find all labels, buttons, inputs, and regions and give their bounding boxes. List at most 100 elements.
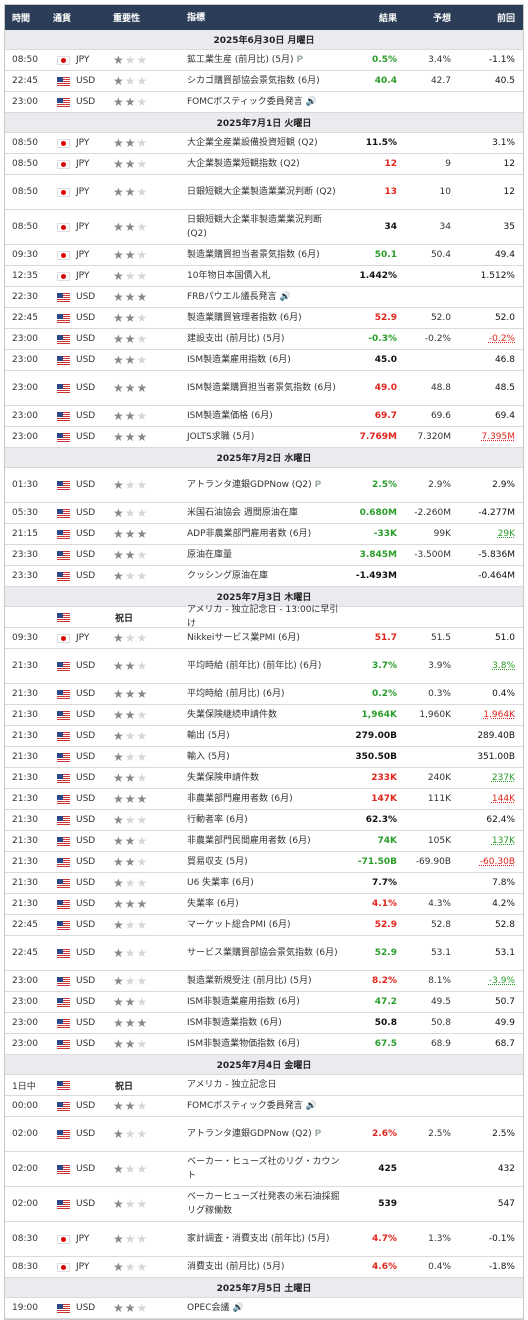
indicator-name[interactable]: 製造業購買管理者指数 (6月) [187,313,302,323]
event-indicator[interactable]: 製造業購買管理者指数 (6月) [183,311,343,325]
indicator-name[interactable]: サービス業購買部協会景気指数 (6月) [187,948,338,958]
event-indicator[interactable]: ISM非製造業指数 (6月) [183,1016,343,1030]
event-indicator[interactable]: 大企業製造業短観指数 (Q2) [183,157,343,171]
event-row[interactable]: 22:45 USD ★ ★ ★ サービス業購買部協会景気指数 (6月) 52.9 53.1 53… [5,936,523,971]
indicator-name[interactable]: 失業保険申請件数 [187,773,260,783]
event-indicator[interactable]: 日銀短観大企業非製造業業況判断 (Q2) [183,213,343,241]
indicator-name[interactable]: U6 失業率 (6月) [187,878,254,888]
indicator-name[interactable]: ベーカー・ヒューズ社のリグ・カウント [187,1157,340,1181]
indicator-name[interactable]: 非農業部門雇用者数 (6月) [187,794,293,804]
event-row[interactable]: 22:45 USD ★ ★ ★ シカゴ購買部協会景気指数 (6月) 40.4 42.7 40.5 [5,71,523,92]
event-row[interactable]: 21:30 USD ★ ★ ★ 輸出 (5月) 279.00B 289.40B [5,726,523,747]
event-row[interactable]: 21:30 USD ★ ★ ★ 非農業部門雇用者数 (6月) 147K 111K 144K [5,789,523,810]
event-indicator[interactable]: 平均時給 (前月比) (6月) [183,687,343,701]
event-row[interactable]: 23:00 USD ★ ★ ★ FOMCボスティック委員発言 🔊 [5,92,523,113]
indicator-name[interactable]: ISM非製造業指数 (6月) [187,1018,282,1028]
header-indicator[interactable]: 指標 [187,12,206,23]
event-indicator[interactable]: 米国石油協会 週間原油在庫 [183,506,343,520]
event-row[interactable]: 08:50 JPY ★ ★ ★ 大企業全産業設備投資短観 (Q2) 11.5% 3.1% [5,133,523,154]
event-row[interactable]: 23:00 USD ★ ★ ★ 建設支出 (前月比) (5月) -0.3% -0.2% -0.2… [5,329,523,350]
event-indicator[interactable]: マーケット総合PMI (6月) [183,918,343,932]
event-indicator[interactable]: 輸入 (5月) [183,750,343,764]
event-indicator[interactable]: 日銀短観大企業製造業業況判断 (Q2) [183,185,343,199]
event-row[interactable]: 1日中 祝日 アメリカ - 独立記念日 [5,1075,523,1096]
indicator-name[interactable]: 大企業製造業短観指数 (Q2) [187,159,300,169]
event-indicator[interactable]: 行動者率 (6月) [183,813,343,827]
indicator-name[interactable]: 日銀短観大企業非製造業業況判断 (Q2) [187,215,323,239]
indicator-name[interactable]: 平均時給 (前年比) (前年比) (6月) [187,661,322,671]
event-row[interactable]: 08:30 JPY ★ ★ ★ 消費支出 (前月比) (5月) 4.6% 0.4% -1.8% [5,1257,523,1278]
event-indicator[interactable]: アメリカ - 独立記念日 - 13:00に早引け [183,603,343,631]
event-indicator[interactable]: U6 失業率 (6月) [183,876,343,890]
indicator-name[interactable]: 非農業部門民間雇用者数 (6月) [187,836,311,846]
event-indicator[interactable]: 失業率 (6月) [183,897,343,911]
event-row[interactable]: 21:30 USD ★ ★ ★ 非農業部門民間雇用者数 (6月) 74K 105K 137K [5,831,523,852]
event-row[interactable]: 祝日 アメリカ - 独立記念日 - 13:00に早引け [5,605,523,629]
indicator-name[interactable]: 家計調査・消費支出 (前年比) (5月) [187,1234,330,1244]
event-indicator[interactable]: 大企業全産業設備投資短観 (Q2) [183,136,343,150]
event-row[interactable]: 23:00 USD ★ ★ ★ 製造業新規受注 (前月比) (5月) 8.2% 8.1% -3.… [5,971,523,992]
event-indicator[interactable]: FOMCボスティック委員発言 🔊 [183,95,343,109]
event-row[interactable]: 05:30 USD ★ ★ ★ 米国石油協会 週間原油在庫 0.680M -2.260M -4.… [5,503,523,524]
event-indicator[interactable]: サービス業購買部協会景気指数 (6月) [183,946,343,960]
event-row[interactable]: 19:00 USD ★ ★ ★ OPEC会議 🔊 [5,1298,523,1319]
header-time[interactable]: 時間 [12,14,31,24]
event-row[interactable]: 22:45 USD ★ ★ ★ 製造業購買管理者指数 (6月) 52.9 52.0 52.0 [5,308,523,329]
indicator-name[interactable]: 米国石油協会 週間原油在庫 [187,508,298,518]
indicator-name[interactable]: 10年物日本国債入札 [187,271,271,281]
event-row[interactable]: 00:00 USD ★ ★ ★ FOMCボスティック委員発言 🔊 [5,1096,523,1117]
event-row[interactable]: 08:50 JPY ★ ★ ★ 日銀短観大企業非製造業業況判断 (Q2) 34 34 35 [5,210,523,245]
event-row[interactable]: 21:30 USD ★ ★ ★ U6 失業率 (6月) 7.7% 7.8% [5,873,523,894]
event-indicator[interactable]: クッシング原油在庫 [183,569,343,583]
indicator-name[interactable]: アトランタ連銀GDPNow (Q2) [187,1129,312,1139]
event-indicator[interactable]: ISM製造業購買担当者景気指数 (6月) [183,381,343,395]
event-indicator[interactable]: ADP非農業部門雇用者数 (6月) [183,527,343,541]
indicator-name[interactable]: クッシング原油在庫 [187,571,269,581]
event-row[interactable]: 09:30 JPY ★ ★ ★ 製造業購買担当者景気指数 (6月) 50.1 50.4 49.4 [5,245,523,266]
indicator-name[interactable]: 失業率 (6月) [187,899,239,909]
event-row[interactable]: 23:00 USD ★ ★ ★ ISM製造業雇用指数 (6月) 45.0 46.8 [5,350,523,371]
header-actual[interactable]: 結果 [378,14,397,24]
indicator-name[interactable]: 大企業全産業設備投資短観 (Q2) [187,138,318,148]
indicator-name[interactable]: アトランタ連銀GDPNow (Q2) [187,480,312,490]
indicator-name[interactable]: 平均時給 (前月比) (6月) [187,689,285,699]
event-row[interactable]: 02:00 USD ★ ★ ★ ベーカー・ヒューズ社のリグ・カウント 425 432 [5,1152,523,1187]
event-indicator[interactable]: 10年物日本国債入札 [183,269,343,283]
indicator-name[interactable]: 建設支出 (前月比) (5月) [187,334,285,344]
indicator-name[interactable]: ADP非農業部門雇用者数 (6月) [187,529,312,539]
event-row[interactable]: 08:50 JPY ★ ★ ★ 日銀短観大企業製造業業況判断 (Q2) 13 10 12 [5,175,523,210]
event-indicator[interactable]: 鉱工業生産 (前月比) (5月) P [183,53,343,67]
event-row[interactable]: 08:50 JPY ★ ★ ★ 大企業製造業短観指数 (Q2) 12 9 12 [5,154,523,175]
event-row[interactable]: 21:30 USD ★ ★ ★ 輸入 (5月) 350.50B 351.00B [5,747,523,768]
indicator-name[interactable]: ベーカーヒューズ社発表の米石油採掘リグ稼働数 [187,1192,340,1216]
event-indicator[interactable]: 失業保険申請件数 [183,771,343,785]
event-row[interactable]: 23:00 USD ★ ★ ★ JOLTS求職 (5月) 7.769M 7.320M 7.395… [5,427,523,448]
event-indicator[interactable]: JOLTS求職 (5月) [183,430,343,444]
indicator-name[interactable]: FOMCボスティック委員発言 [187,97,303,107]
event-indicator[interactable]: 家計調査・消費支出 (前年比) (5月) [183,1232,343,1246]
event-row[interactable]: 23:30 USD ★ ★ ★ 原油在庫量 3.845M -3.500M -5.836M [5,545,523,566]
event-indicator[interactable]: ISM製造業価格 (6月) [183,409,343,423]
event-row[interactable]: 23:00 USD ★ ★ ★ ISM非製造業雇用指数 (6月) 47.2 49.5 50.7 [5,992,523,1013]
event-indicator[interactable]: 消費支出 (前月比) (5月) [183,1260,343,1274]
event-row[interactable]: 02:00 USD ★ ★ ★ アトランタ連銀GDPNow (Q2) P 2.6% 2.5% 2.… [5,1117,523,1152]
event-row[interactable]: 22:45 USD ★ ★ ★ マーケット総合PMI (6月) 52.9 52.8 52.8 [5,915,523,936]
header-forecast[interactable]: 予想 [432,14,451,24]
event-row[interactable]: 02:00 USD ★ ★ ★ ベーカーヒューズ社発表の米石油採掘リグ稼働数 539 547 [5,1187,523,1222]
event-indicator[interactable]: ベーカーヒューズ社発表の米石油採掘リグ稼働数 [183,1190,343,1218]
indicator-name[interactable]: アメリカ - 独立記念日 [187,1080,277,1090]
event-row[interactable]: 23:00 USD ★ ★ ★ ISM非製造業物価指数 (6月) 67.5 68.9 68.7 [5,1034,523,1055]
indicator-name[interactable]: 消費支出 (前月比) (5月) [187,1262,285,1272]
event-row[interactable]: 08:30 JPY ★ ★ ★ 家計調査・消費支出 (前年比) (5月) 4.7% 1.3% -… [5,1222,523,1257]
indicator-name[interactable]: JOLTS求職 (5月) [187,432,255,442]
event-row[interactable]: 21:30 USD ★ ★ ★ 失業保険継続申請件数 1,964K 1,960K 1,964K [5,705,523,726]
indicator-name[interactable]: 輸入 (5月) [187,752,230,762]
indicator-name[interactable]: Nikkeiサービス業PMI (6月) [187,633,300,643]
event-row[interactable]: 23:00 USD ★ ★ ★ ISM非製造業指数 (6月) 50.8 50.8 49.9 [5,1013,523,1034]
event-indicator[interactable]: 輸出 (5月) [183,729,343,743]
event-indicator[interactable]: 失業保険継続申請件数 [183,708,343,722]
event-indicator[interactable]: アメリカ - 独立記念日 [183,1078,343,1092]
event-row[interactable]: 21:30 USD ★ ★ ★ 平均時給 (前月比) (6月) 0.2% 0.3% 0.4% [5,684,523,705]
indicator-name[interactable]: FRBパウエル議長発言 [187,292,277,302]
event-row[interactable]: 23:00 USD ★ ★ ★ ISM製造業購買担当者景気指数 (6月) 49.0 48.8 4… [5,371,523,406]
